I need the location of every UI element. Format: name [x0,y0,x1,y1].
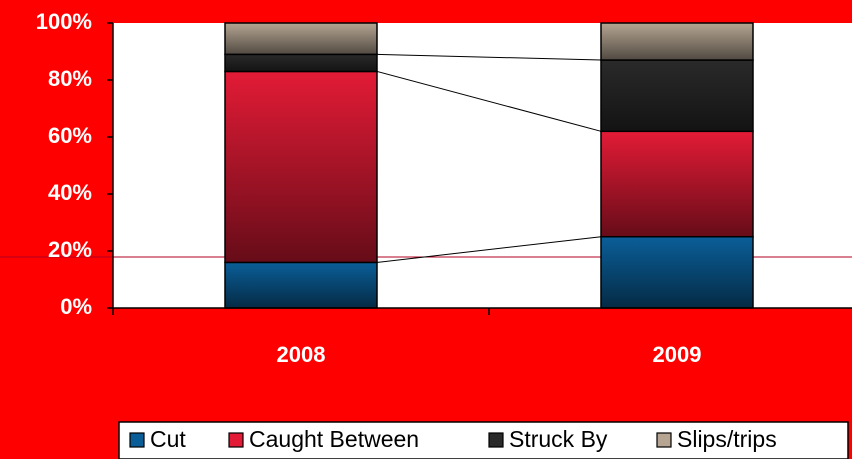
x-tick-label: 2008 [277,342,326,367]
bar-shade [225,23,377,55]
y-tick-label: 0% [60,294,92,319]
y-tick-label: 100% [36,9,92,34]
legend-label: Cut [150,426,186,452]
legend-swatch [228,432,244,448]
legend-swatch [129,432,145,448]
y-tick-label: 80% [48,66,92,91]
bar-shade [601,23,753,61]
bar-shade [225,262,377,308]
legend-swatch [656,432,672,448]
x-tick-label: 2009 [653,342,702,367]
bar-shade [225,71,377,263]
bar-shade [601,131,753,237]
bar-shade [225,54,377,72]
legend-label: Slips/trips [677,426,777,452]
series-line [376,53,602,61]
legend-label: Struck By [509,426,608,452]
legend-swatch [488,432,504,448]
bar-shade [601,236,753,308]
y-tick-label: 60% [48,123,92,148]
legend-label: Caught Between [249,426,419,452]
y-tick-label: 20% [48,237,92,262]
bar-shade [601,60,753,132]
series-line [376,236,602,263]
series-line [376,70,602,132]
y-tick-label: 40% [48,180,92,205]
